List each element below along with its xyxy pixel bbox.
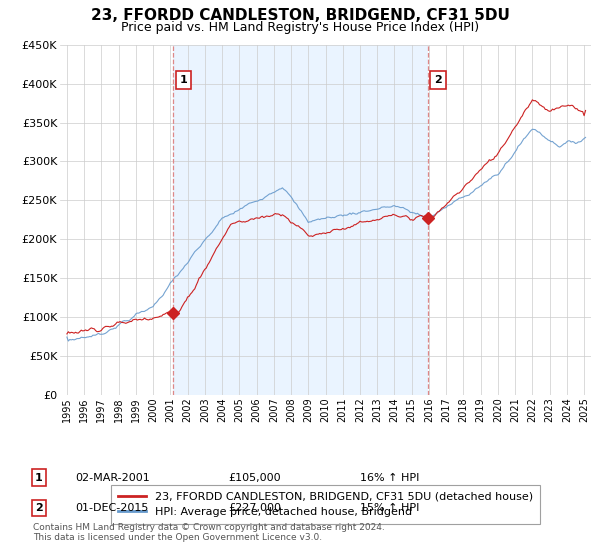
Text: £105,000: £105,000 (228, 473, 281, 483)
Text: Price paid vs. HM Land Registry's House Price Index (HPI): Price paid vs. HM Land Registry's House … (121, 21, 479, 34)
Legend: 23, FFORDD CANDLESTON, BRIDGEND, CF31 5DU (detached house), HPI: Average price, : 23, FFORDD CANDLESTON, BRIDGEND, CF31 5D… (112, 485, 539, 524)
Text: Contains HM Land Registry data © Crown copyright and database right 2024.
This d: Contains HM Land Registry data © Crown c… (33, 522, 385, 542)
Text: 16% ↑ HPI: 16% ↑ HPI (360, 473, 419, 483)
Text: 02-MAR-2001: 02-MAR-2001 (75, 473, 150, 483)
Text: 23, FFORDD CANDLESTON, BRIDGEND, CF31 5DU: 23, FFORDD CANDLESTON, BRIDGEND, CF31 5D… (91, 8, 509, 24)
Text: 2: 2 (434, 75, 442, 85)
Text: 15% ↑ HPI: 15% ↑ HPI (360, 503, 419, 513)
Text: 01-DEC-2015: 01-DEC-2015 (75, 503, 148, 513)
Text: 1: 1 (35, 473, 43, 483)
Text: £227,000: £227,000 (228, 503, 281, 513)
Text: 1: 1 (180, 75, 187, 85)
Bar (173, 45, 428, 395)
Text: 2: 2 (35, 503, 43, 513)
